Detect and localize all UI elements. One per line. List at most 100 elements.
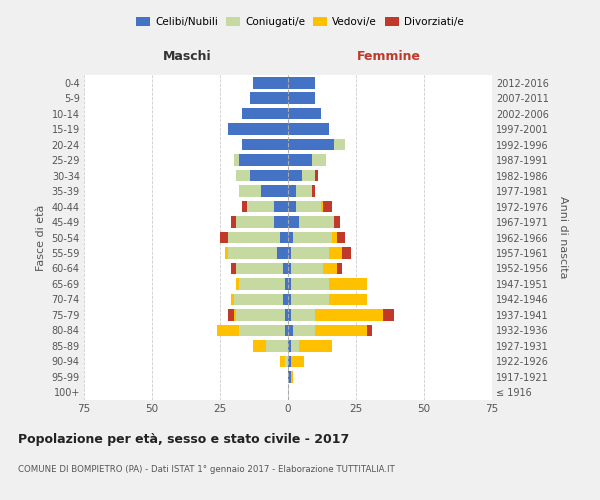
Bar: [291, 262, 323, 274]
Bar: [285, 356, 288, 367]
Bar: [239, 186, 261, 197]
Bar: [277, 247, 288, 259]
Bar: [288, 371, 291, 382]
Bar: [288, 262, 291, 274]
Bar: [285, 278, 288, 289]
Bar: [288, 139, 334, 150]
Bar: [288, 356, 291, 367]
Bar: [228, 232, 280, 243]
Text: Popolazione per età, sesso e stato civile - 2017: Popolazione per età, sesso e stato civil…: [18, 432, 349, 446]
Bar: [288, 324, 293, 336]
Bar: [291, 340, 299, 351]
Bar: [367, 324, 373, 336]
Bar: [285, 309, 288, 320]
Bar: [217, 324, 239, 336]
Bar: [274, 216, 288, 228]
Bar: [315, 170, 318, 181]
Bar: [239, 154, 288, 166]
Bar: [288, 77, 315, 88]
Text: COMUNE DI BOMPIETRO (PA) - Dati ISTAT 1° gennaio 2017 - Elaborazione TUTTITALIA.: COMUNE DI BOMPIETRO (PA) - Dati ISTAT 1°…: [18, 466, 395, 474]
Bar: [291, 371, 293, 382]
Y-axis label: Anni di nascita: Anni di nascita: [559, 196, 568, 279]
Bar: [313, 186, 315, 197]
Bar: [299, 216, 334, 228]
Bar: [288, 232, 293, 243]
Bar: [337, 262, 343, 274]
Bar: [231, 262, 236, 274]
Bar: [288, 247, 291, 259]
Bar: [288, 200, 296, 212]
Bar: [228, 124, 288, 135]
Bar: [233, 294, 283, 305]
Bar: [293, 232, 332, 243]
Bar: [288, 108, 320, 120]
Bar: [299, 340, 332, 351]
Bar: [228, 309, 233, 320]
Bar: [320, 200, 323, 212]
Bar: [288, 124, 329, 135]
Bar: [239, 278, 285, 289]
Bar: [288, 170, 302, 181]
Bar: [236, 278, 239, 289]
Bar: [253, 340, 266, 351]
Bar: [288, 92, 315, 104]
Bar: [315, 309, 383, 320]
Bar: [285, 324, 288, 336]
Bar: [291, 309, 315, 320]
Bar: [291, 278, 329, 289]
Bar: [253, 77, 288, 88]
Bar: [288, 216, 299, 228]
Bar: [233, 154, 239, 166]
Bar: [233, 309, 236, 320]
Text: Femmine: Femmine: [356, 50, 421, 62]
Bar: [283, 294, 288, 305]
Bar: [313, 154, 326, 166]
Bar: [329, 278, 367, 289]
Bar: [296, 200, 320, 212]
Y-axis label: Fasce di età: Fasce di età: [36, 204, 46, 270]
Text: Maschi: Maschi: [163, 50, 212, 62]
Bar: [250, 92, 288, 104]
Bar: [220, 232, 228, 243]
Bar: [291, 294, 329, 305]
Bar: [323, 200, 332, 212]
Bar: [296, 186, 313, 197]
Legend: Celibi/Nubili, Coniugati/e, Vedovi/e, Divorziati/e: Celibi/Nubili, Coniugati/e, Vedovi/e, Di…: [132, 12, 468, 32]
Bar: [332, 232, 337, 243]
Bar: [231, 216, 236, 228]
Bar: [323, 262, 337, 274]
Bar: [231, 294, 233, 305]
Bar: [280, 356, 285, 367]
Bar: [343, 247, 350, 259]
Bar: [315, 324, 367, 336]
Bar: [236, 262, 283, 274]
Bar: [337, 232, 345, 243]
Bar: [288, 186, 296, 197]
Bar: [288, 278, 291, 289]
Bar: [291, 356, 304, 367]
Bar: [288, 309, 291, 320]
Bar: [274, 200, 288, 212]
Bar: [261, 186, 288, 197]
Bar: [383, 309, 394, 320]
Bar: [283, 262, 288, 274]
Bar: [242, 108, 288, 120]
Bar: [291, 247, 329, 259]
Bar: [329, 294, 367, 305]
Bar: [288, 340, 291, 351]
Bar: [242, 200, 247, 212]
Bar: [226, 247, 228, 259]
Bar: [288, 294, 291, 305]
Bar: [242, 139, 288, 150]
Bar: [250, 170, 288, 181]
Bar: [334, 216, 340, 228]
Bar: [280, 232, 288, 243]
Bar: [236, 170, 250, 181]
Bar: [302, 170, 315, 181]
Bar: [288, 154, 313, 166]
Bar: [239, 324, 285, 336]
Bar: [334, 139, 345, 150]
Bar: [293, 324, 315, 336]
Bar: [329, 247, 343, 259]
Bar: [247, 200, 274, 212]
